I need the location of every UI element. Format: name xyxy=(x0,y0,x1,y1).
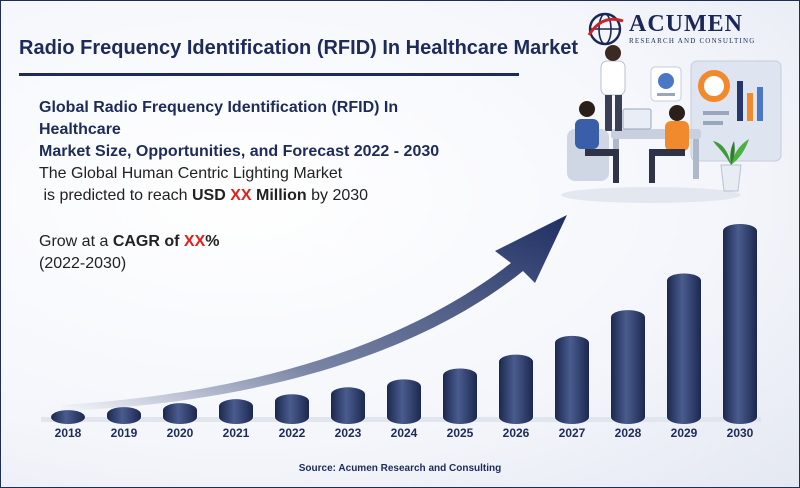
bar-2029 xyxy=(667,273,701,424)
x-tick-label-2027: 2027 xyxy=(559,426,586,440)
bar-2018 xyxy=(51,410,85,424)
forecast-statement: The Global Human Centric Lighting Market… xyxy=(39,163,368,207)
x-tick-label-2026: 2026 xyxy=(503,426,530,440)
x-tick-label-2025: 2025 xyxy=(447,426,474,440)
logo-tagline: RESEARCH AND CONSULTING xyxy=(629,37,756,45)
forecast-suffix: by 2030 xyxy=(306,187,369,204)
acumen-logo: ACUMEN RESEARCH AND CONSULTING xyxy=(585,9,795,49)
report-subtitle: Global Radio Frequency Identification (R… xyxy=(39,97,479,163)
bar-2026 xyxy=(499,354,533,424)
bar-2030 xyxy=(723,223,757,424)
bar-2025 xyxy=(443,368,477,424)
x-tick-label-2018: 2018 xyxy=(55,426,82,440)
subtitle-line-1: Global Radio Frequency Identification (R… xyxy=(39,99,399,138)
office-illustration xyxy=(561,45,782,203)
x-tick-label-2028: 2028 xyxy=(615,426,642,440)
x-tick-label-2020: 2020 xyxy=(167,426,194,440)
x-tick-label-2021: 2021 xyxy=(223,426,250,440)
logo-wordmark: ACUMEN xyxy=(629,11,743,37)
bar-2023 xyxy=(331,387,365,424)
bar-series xyxy=(41,223,761,424)
forecast-value: XX xyxy=(230,187,252,204)
x-tick-label-2024: 2024 xyxy=(391,426,418,440)
forecast-prefix: is predicted to reach xyxy=(39,187,192,204)
globe-icon xyxy=(587,12,624,46)
subtitle-line-2: Market Size, Opportunities, and Forecast… xyxy=(39,143,440,160)
source-note: Source: Acumen Research and Consulting xyxy=(298,463,502,474)
cagr-period: (2022-2030) xyxy=(39,255,127,272)
x-axis-tick-labels: 2018 2019 2020 2021 2022 2023 2024 2025 2026 2027… xyxy=(55,426,754,440)
x-tick-label-2023: 2023 xyxy=(335,426,362,440)
page-title: Radio Frequency Identification (RFID) In… xyxy=(19,37,578,59)
bar-2027 xyxy=(555,335,589,424)
bar-2022 xyxy=(275,394,309,424)
bar-2019 xyxy=(107,407,141,424)
bar-2028 xyxy=(611,310,645,424)
growth-arrow xyxy=(61,215,567,411)
x-tick-label-2030: 2030 xyxy=(727,426,754,440)
title-underline xyxy=(19,73,519,76)
x-tick-label-2022: 2022 xyxy=(279,426,306,440)
cagr-percent: % xyxy=(205,233,220,250)
bar-2021 xyxy=(219,399,253,424)
cagr-prefix: Grow at a xyxy=(39,233,113,250)
cagr-value: XX xyxy=(183,233,206,250)
bar-2024 xyxy=(387,379,421,424)
forecast-unit: Million xyxy=(251,187,307,204)
bar-2020 xyxy=(163,403,197,424)
x-tick-label-2019: 2019 xyxy=(111,426,138,440)
forecast-line-1: The Global Human Centric Lighting Market xyxy=(39,165,343,182)
cagr-label: CAGR of xyxy=(112,233,184,250)
cagr-statement: Grow at a CAGR of XX% (2022-2030) xyxy=(39,231,220,275)
x-tick-label-2029: 2029 xyxy=(671,426,698,440)
forecast-currency: USD xyxy=(191,187,231,204)
